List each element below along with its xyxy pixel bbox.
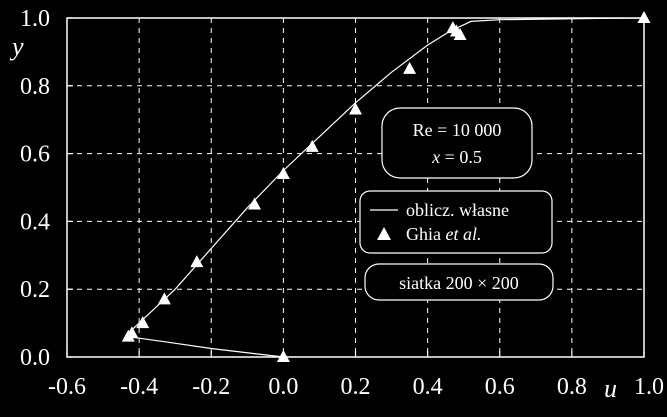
parameters-box: Re = 10 000 x = 0.5 xyxy=(381,107,533,179)
ghia-data-point xyxy=(453,27,467,40)
grid-size-box-frame xyxy=(364,263,554,301)
parameters-box-frame xyxy=(381,107,533,179)
grid-size-box: siatka 200 × 200 xyxy=(364,263,554,301)
x-tick-label: 0.0 xyxy=(268,374,298,400)
grid-size-label: siatka 200 × 200 xyxy=(399,273,519,293)
x-tick-labels: -0.6 -0.4 -0.2 0.0 0.2 0.4 0.6 0.8 1.0 xyxy=(48,374,664,400)
x-tick-label: 0.8 xyxy=(557,374,587,400)
y-tick-labels: 0.0 0.2 0.4 0.6 0.8 1.0 xyxy=(20,6,50,371)
ghia-data-point xyxy=(276,166,290,179)
axes xyxy=(66,17,645,358)
legend-marker-label: Ghia et al. xyxy=(406,224,482,244)
ghia-data-point xyxy=(157,292,171,305)
ghia-data-point xyxy=(403,61,417,74)
legend-triangle-icon xyxy=(377,227,391,240)
y-tick-label: 0.2 xyxy=(20,277,50,303)
y-tick-label: 0.0 xyxy=(20,345,50,371)
reynolds-number-label: Re = 10 000 xyxy=(413,120,502,140)
legend-frame xyxy=(359,190,553,254)
series xyxy=(121,11,651,362)
grid-lines xyxy=(66,17,645,358)
x-tick-label: -0.6 xyxy=(48,374,86,400)
x-position-value: = 0.5 xyxy=(440,147,482,167)
ghia-data-point xyxy=(276,350,290,362)
ghia-data-point xyxy=(125,326,139,339)
x-tick-label: 0.4 xyxy=(413,374,443,400)
y-tick-label: 1.0 xyxy=(20,6,50,32)
x-axis-label: u xyxy=(604,374,617,403)
x-position-label: x = 0.5 xyxy=(431,147,482,167)
ghia-data-point xyxy=(637,11,651,23)
ghia-data-point xyxy=(349,102,362,115)
plot-frame xyxy=(66,17,645,358)
y-tick-label: 0.4 xyxy=(20,209,50,235)
x-tick-label: 0.2 xyxy=(341,374,371,400)
x-tick-label: -0.4 xyxy=(120,374,158,400)
y-axis-label: y xyxy=(9,32,24,61)
x-position-variable: x xyxy=(431,147,440,167)
x-tick-label: 1.0 xyxy=(634,374,664,400)
y-tick-label: 0.8 xyxy=(20,74,50,100)
legend-line-label: oblicz. własne xyxy=(406,200,509,220)
legend-marker-label-prefix: Ghia xyxy=(406,224,446,244)
ghia-data-point xyxy=(136,316,150,329)
x-tick-label: -0.2 xyxy=(192,374,230,400)
ghia-data-point xyxy=(248,197,262,210)
ghia-data-point xyxy=(305,139,319,152)
y-tick-label: 0.6 xyxy=(20,142,50,168)
legend-marker-label-italic: et al. xyxy=(446,224,482,244)
ghia-data-point xyxy=(190,255,204,268)
series-line-computed xyxy=(127,17,645,358)
x-tick-label: 0.6 xyxy=(485,374,515,400)
legend: oblicz. własne Ghia et al. xyxy=(359,190,553,254)
